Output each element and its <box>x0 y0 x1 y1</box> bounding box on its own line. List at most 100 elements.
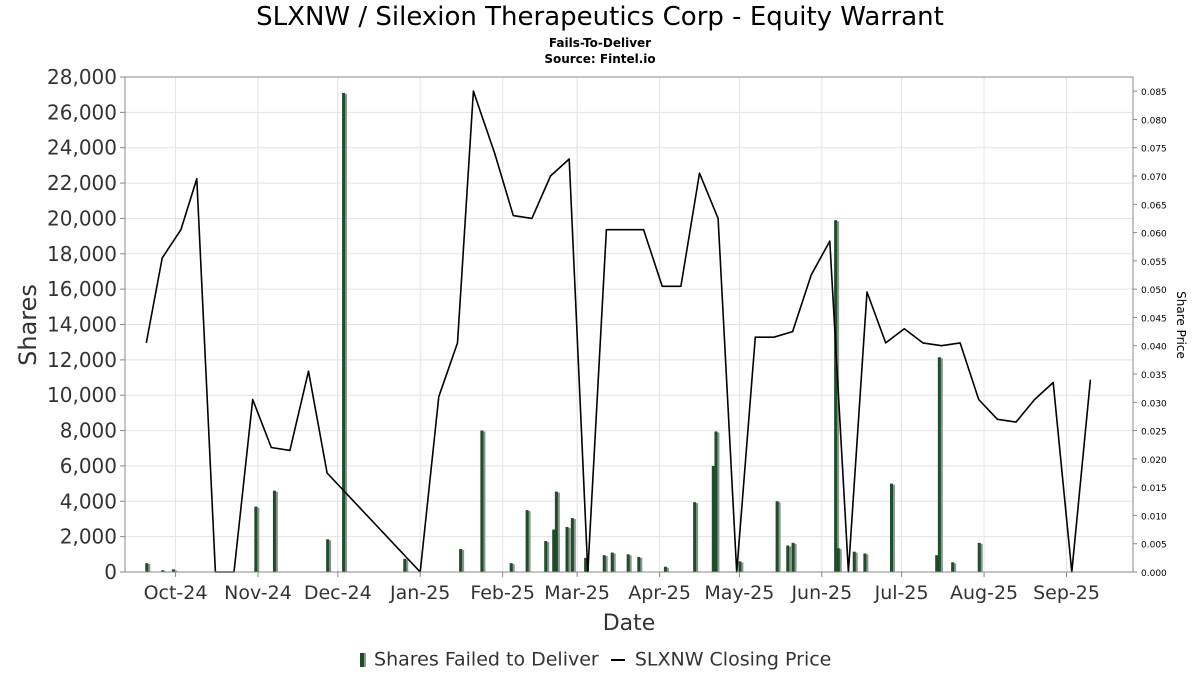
x-tick-label: Mar-25 <box>544 582 610 604</box>
ftd-bar-shadow <box>405 559 409 572</box>
y2-axis-ticks: 0.000 0.005 0.010 0.015 0.020 0.025 0.030 0.035… <box>1133 88 1167 579</box>
ftd-bar <box>171 569 175 572</box>
ftd-bar-shadow <box>639 557 643 572</box>
y2-tick-label: 0.075 <box>1141 145 1167 155</box>
ftd-bar <box>610 552 614 572</box>
ftd-bar-shadow <box>695 503 699 572</box>
y-axis-label: Shares <box>14 284 42 366</box>
x-tick-label: Dec-24 <box>304 582 372 604</box>
price-line <box>145 90 1092 573</box>
ftd-bar <box>570 518 574 572</box>
ftd-bar-shadow <box>482 431 486 572</box>
ftd-bar-shadow <box>794 543 797 572</box>
x-tick-label: Oct-24 <box>144 582 208 604</box>
ftd-bar-shadow <box>567 527 571 572</box>
ftd-bar-shadow <box>546 542 550 572</box>
ftd-bar <box>565 526 569 572</box>
ftd-bar <box>552 529 556 572</box>
price-line-group <box>145 90 1092 573</box>
ftd-bar <box>786 545 790 572</box>
x-tick-label: Jul-25 <box>874 582 929 604</box>
ftd-bar <box>342 92 346 573</box>
y-tick-label: 0 <box>104 560 117 584</box>
y2-tick-label: 0.065 <box>1141 201 1167 211</box>
ftd-bar <box>693 502 697 572</box>
y-tick-label: 14,000 <box>47 313 117 337</box>
y2-tick-label: 0.045 <box>1141 314 1167 324</box>
ftd-bar <box>711 465 715 572</box>
x-axis-ticks: Oct-24 Nov-24 Dec-24 Jan-25 Feb-25 Mar-25 Apr-… <box>144 572 1100 604</box>
ftd-bar <box>626 554 630 572</box>
ftd-bar <box>254 506 258 572</box>
ftd-bar <box>403 558 407 572</box>
y-tick-label: 16,000 <box>47 277 117 301</box>
ftd-bar <box>834 220 838 573</box>
ftd-bar-shadow <box>557 492 560 572</box>
ftd-bar <box>554 491 558 572</box>
ftd-bar-shadow <box>865 554 869 572</box>
y2-tick-label: 0.070 <box>1141 173 1167 183</box>
y-axis-ticks: 0 2,000 4,000 6,000 8,000 10,000 12,000 14,000 1… <box>47 65 125 584</box>
y2-tick-label: 0.040 <box>1141 343 1167 353</box>
y-tick-label: 22,000 <box>47 171 117 195</box>
chart-title: SLXNW / Silexion Therapeutics Corp - Equ… <box>256 2 944 32</box>
legend-ftd-label: Shares Failed to Deliver <box>374 648 599 671</box>
y-tick-label: 4,000 <box>60 489 117 513</box>
y-tick-label: 12,000 <box>47 348 117 372</box>
y2-tick-label: 0.005 <box>1141 541 1167 551</box>
ftd-bar <box>544 541 548 572</box>
y-tick-label: 8,000 <box>60 419 117 443</box>
legend-price-label: SLXNW Closing Price <box>634 648 832 671</box>
y-tick-label: 18,000 <box>47 242 117 266</box>
ftd-bar-shadow <box>839 549 842 572</box>
y2-tick-label: 0.050 <box>1141 286 1167 296</box>
x-tick-label: Feb-25 <box>470 582 535 604</box>
legend-bar-swatch <box>360 652 366 667</box>
ftd-bar <box>791 542 795 572</box>
ftd-bar <box>525 510 529 572</box>
ftd-bar-shadow <box>980 543 983 572</box>
ftd-bar-shadow <box>778 502 781 572</box>
x-tick-label: Jan-25 <box>389 582 450 604</box>
ftd-bar-shadow <box>256 507 260 572</box>
ftd-bar <box>937 357 941 572</box>
ftd-bar-shadow <box>328 540 332 572</box>
ftd-bar-shadow <box>892 484 895 572</box>
ftd-bar <box>852 551 856 572</box>
y2-tick-label: 0.015 <box>1141 484 1167 494</box>
ftd-bar <box>584 557 588 572</box>
ftd-bar-shadow <box>940 358 943 572</box>
y2-tick-label: 0.035 <box>1141 371 1167 381</box>
ftd-bar <box>738 561 742 572</box>
ftd-bar <box>602 555 606 572</box>
y2-tick-label: 0.060 <box>1141 230 1167 240</box>
y2-tick-label: 0.055 <box>1141 258 1167 268</box>
ftd-bar <box>509 563 513 572</box>
y-tick-label: 6,000 <box>60 454 117 478</box>
ftd-bar <box>836 548 840 572</box>
ftd-bar-shadow <box>953 563 957 572</box>
x-tick-label: Sep-25 <box>1033 582 1100 604</box>
y-tick-label: 10,000 <box>47 383 117 407</box>
ftd-bar <box>775 501 779 572</box>
grid <box>125 76 1133 573</box>
ftd-bar-shadow <box>461 550 465 572</box>
ftd-bar <box>951 562 955 572</box>
y2-tick-label: 0.010 <box>1141 512 1167 522</box>
ftd-bar <box>326 539 330 572</box>
ftd-bar <box>863 553 867 572</box>
y2-tick-label: 0.020 <box>1141 456 1167 466</box>
ftd-bar-shadow <box>788 546 792 572</box>
ftd-bar-shadow <box>528 511 531 572</box>
chart-subtitle: Fails-To-Deliver <box>548 36 652 50</box>
chart-source: Source: Fintel.io <box>544 52 656 66</box>
legend: Shares Failed to Deliver SLXNW Closing P… <box>360 648 831 671</box>
y-tick-label: 2,000 <box>60 525 117 549</box>
ftd-bar-shadow <box>629 555 632 572</box>
ftd-bar-shadow <box>613 553 616 572</box>
y2-tick-label: 0.000 <box>1141 569 1167 579</box>
ftd-bar <box>480 430 484 572</box>
y-tick-label: 24,000 <box>47 136 117 160</box>
y-tick-label: 20,000 <box>47 206 117 230</box>
x-tick-label: Jun-25 <box>790 582 852 604</box>
